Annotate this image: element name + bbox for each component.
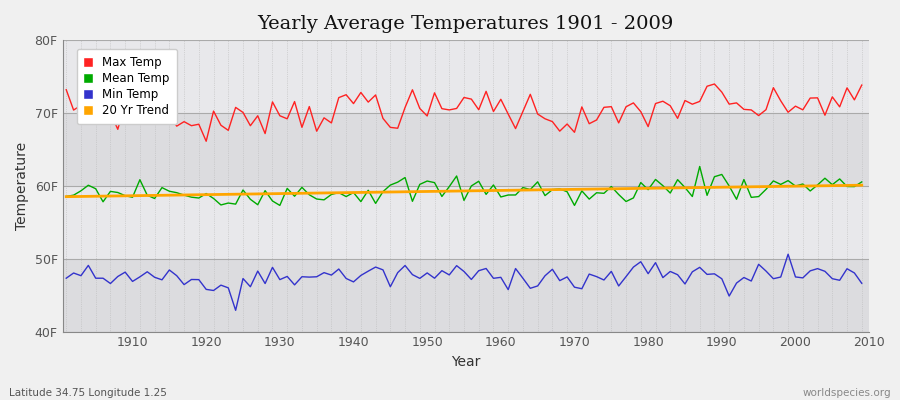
Text: worldspecies.org: worldspecies.org: [803, 388, 891, 398]
Bar: [62, 40, 869, 113]
Y-axis label: Temperature: Temperature: [15, 142, 29, 230]
X-axis label: Year: Year: [451, 355, 481, 369]
Bar: [62, 113, 869, 186]
Text: Latitude 34.75 Longitude 1.25: Latitude 34.75 Longitude 1.25: [9, 388, 166, 398]
Bar: [62, 186, 869, 259]
Title: Yearly Average Temperatures 1901 - 2009: Yearly Average Temperatures 1901 - 2009: [257, 15, 674, 33]
Legend: Max Temp, Mean Temp, Min Temp, 20 Yr Trend: Max Temp, Mean Temp, Min Temp, 20 Yr Tre…: [76, 49, 177, 124]
Bar: [62, 259, 869, 332]
